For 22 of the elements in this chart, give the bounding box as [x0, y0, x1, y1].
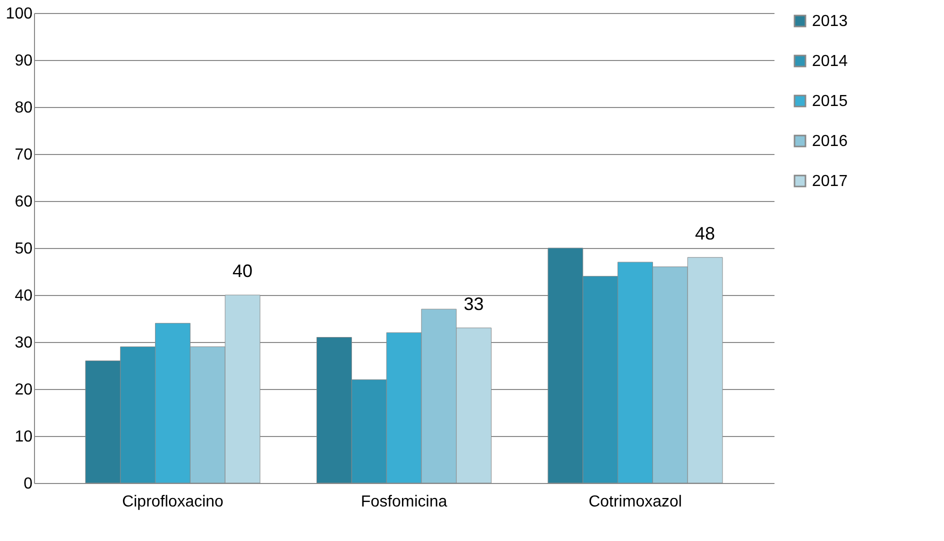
data-label: 48 [695, 223, 716, 244]
legend-label: 2015 [812, 93, 848, 110]
data-label: 40 [232, 261, 253, 281]
y-tick-label: 60 [14, 194, 33, 210]
y-tick-label: 10 [14, 428, 33, 446]
y-tick-label: 40 [14, 288, 33, 304]
legend-label: 2013 [812, 13, 848, 30]
y-tick-label: 70 [14, 146, 33, 164]
y-tick-label: 0 [24, 476, 33, 492]
x-tick-label: Ciprofloxacino [122, 494, 224, 510]
y-tick-label: 20 [14, 382, 33, 398]
legend-label: 2017 [812, 173, 848, 190]
legend-label: 2014 [812, 53, 848, 70]
x-tick-label: Fosfomicina [360, 494, 448, 510]
y-tick-label: 90 [14, 52, 33, 70]
y-tick-label: 30 [14, 334, 33, 352]
legend-label: 2016 [812, 133, 848, 150]
data-label: 33 [464, 294, 484, 314]
x-tick-label: Cotrimoxazol [588, 494, 682, 510]
y-tick-label: 100 [6, 6, 33, 22]
y-tick-label: 50 [14, 240, 33, 258]
y-tick-label: 80 [14, 100, 33, 116]
